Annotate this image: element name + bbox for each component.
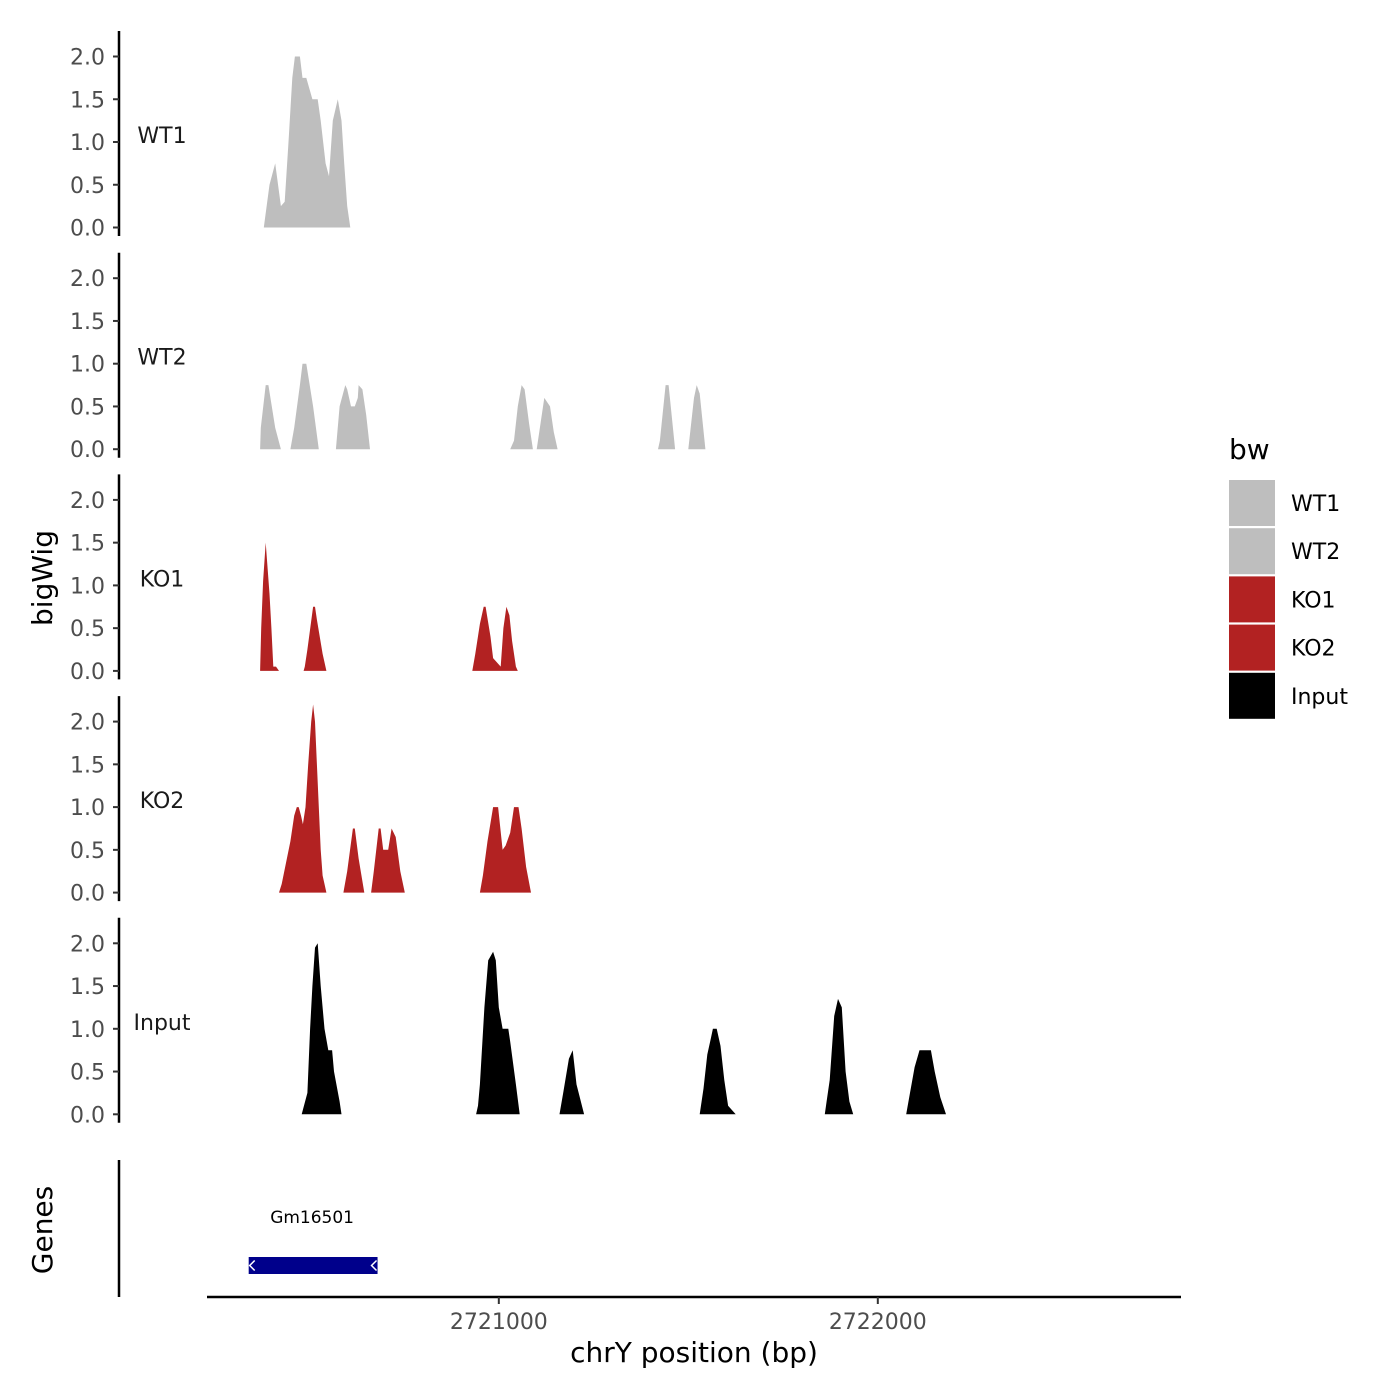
y-tick-label: 0.5: [70, 174, 105, 199]
coverage-peak: [510, 385, 533, 450]
legend-key: [1229, 624, 1275, 671]
y-tick-label: 0.0: [70, 882, 105, 907]
coverage-peak: [688, 385, 706, 450]
y-tick-label: 0.0: [70, 660, 105, 685]
y-tick-label: 2.0: [70, 711, 105, 736]
track-input: 0.0 0.5 1.0 1.5 2.0 Input: [70, 917, 946, 1128]
coverage-peak: [479, 807, 531, 893]
coverage-peak: [279, 704, 327, 893]
y-tick-label: 1.5: [70, 753, 105, 778]
coverage-peak: [536, 397, 558, 450]
track-wt1: 0.0 0.5 1.0 1.5 2.0 WT1: [70, 31, 351, 242]
y-tick-label: 1.0: [70, 574, 105, 599]
coverage-peak: [290, 363, 319, 450]
coverage-peak: [472, 606, 518, 671]
coverage-peak: [260, 542, 279, 671]
y-tick-label: 0.0: [70, 1103, 105, 1128]
strand-arrow: [370, 1259, 378, 1272]
coverage-peak: [658, 385, 676, 450]
y-tick-label: 0.5: [70, 1061, 105, 1086]
legend-key: [1229, 528, 1275, 575]
legend-title: bw: [1229, 433, 1270, 466]
gene-panel: Gm16501: [117, 1160, 378, 1297]
legend-key: [1229, 480, 1275, 526]
y-tick-label: 2.0: [70, 267, 105, 292]
y-tick-label: 2.0: [70, 489, 105, 514]
coverage-peak: [263, 56, 351, 228]
y-tick-label: 1.5: [70, 532, 105, 557]
coverage-peak: [303, 606, 327, 671]
legend-key: [1229, 672, 1275, 719]
legend: bw WT1 WT2 KO1 KO2 Input: [1229, 433, 1348, 719]
coverage-peak: [906, 1050, 946, 1115]
y-tick-label: 0.0: [70, 438, 105, 463]
y-tick-label: 1.5: [70, 975, 105, 1000]
y-tick-label: 2.0: [70, 46, 105, 71]
x-tick-label: 2721000: [450, 1310, 548, 1335]
x-axis: 2721000 2722000: [207, 1295, 1181, 1335]
y-tick-label: 0.5: [70, 395, 105, 420]
legend-label: WT1: [1291, 492, 1340, 517]
coverage-peak: [476, 951, 520, 1115]
track-ko2: 0.0 0.5 1.0 1.5 2.0 KO2: [70, 696, 531, 907]
genes-panel-title: Genes: [26, 1186, 59, 1274]
y-tick-label: 1.5: [70, 310, 105, 335]
coverage-peak: [301, 943, 342, 1115]
strand-arrow: [248, 1259, 256, 1272]
track-wt2: 0.0 0.5 1.0 1.5 2.0 WT2: [70, 252, 706, 463]
track-ko1: 0.0 0.5 1.0 1.5 2.0 KO1: [70, 474, 518, 685]
legend-label: Input: [1291, 685, 1348, 710]
coverage-peak: [371, 828, 405, 893]
coverage-peak: [824, 998, 854, 1115]
y-tick-label: 0.0: [70, 217, 105, 242]
y-tick-label: 1.5: [70, 88, 105, 113]
track-label: Input: [134, 1011, 191, 1036]
coverage-peak: [699, 1028, 736, 1115]
track-label: KO2: [140, 789, 185, 814]
coverage-peak: [559, 1050, 585, 1115]
coverage-tracks: 0.00.51.01.52.0WT10.00.51.01.52.0WT20.00…: [70, 31, 946, 1128]
legend-label: KO1: [1291, 588, 1336, 613]
track-label: WT1: [137, 124, 186, 149]
legend-label: WT2: [1291, 540, 1340, 565]
y-tick-label: 1.0: [70, 1018, 105, 1043]
legend-key: [1229, 576, 1275, 623]
track-label: KO1: [140, 567, 185, 592]
x-axis-title: chrY position (bp): [570, 1336, 818, 1369]
gene-body: [248, 1257, 378, 1274]
y-tick-label: 0.5: [70, 617, 105, 642]
gene-label: Gm16501: [270, 1208, 354, 1228]
coverage-peak: [343, 828, 365, 893]
y-tick-label: 2.0: [70, 932, 105, 957]
y-tick-label: 1.0: [70, 796, 105, 821]
coverage-peak: [260, 385, 281, 450]
y-tick-label: 1.0: [70, 131, 105, 156]
y-tick-label: 1.0: [70, 353, 105, 378]
y-tick-label: 0.5: [70, 839, 105, 864]
y-axis-title: bigWig: [26, 530, 59, 626]
x-tick-label: 2722000: [829, 1310, 927, 1335]
coverage-peak: [335, 385, 370, 450]
track-label: WT2: [137, 346, 186, 371]
legend-label: KO2: [1291, 637, 1336, 662]
